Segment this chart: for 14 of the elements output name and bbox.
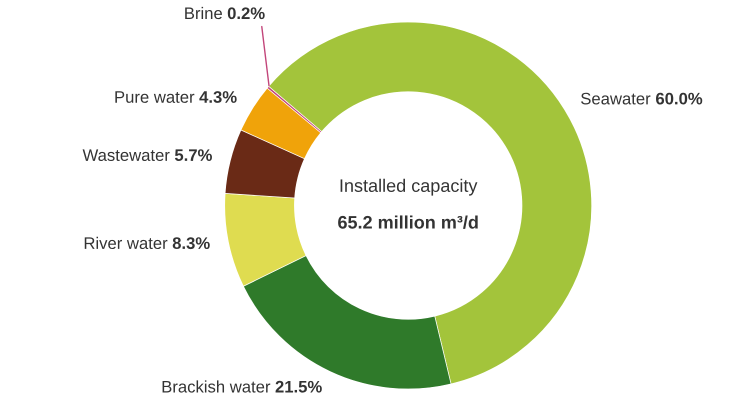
data-label: 0.2% [228, 7, 265, 20]
text: 65.2 million m³/d [338, 215, 478, 229]
data-label: 60.0% [656, 92, 702, 105]
slice-label: Brackish water [162, 380, 270, 393]
data-label: 8.3% [172, 237, 210, 250]
data-label: 5.7% [174, 149, 212, 162]
slice-label: Pure water [115, 91, 194, 103]
slice-label: Brine [185, 6, 222, 20]
slice-label: Seawater [581, 92, 650, 105]
slice-label: River water [84, 236, 168, 250]
data-label: 21.5% [276, 380, 322, 393]
slice-label: Wastewater [82, 149, 170, 162]
text: Installed capacity [340, 178, 478, 196]
data-label: 4.3% [199, 91, 237, 103]
